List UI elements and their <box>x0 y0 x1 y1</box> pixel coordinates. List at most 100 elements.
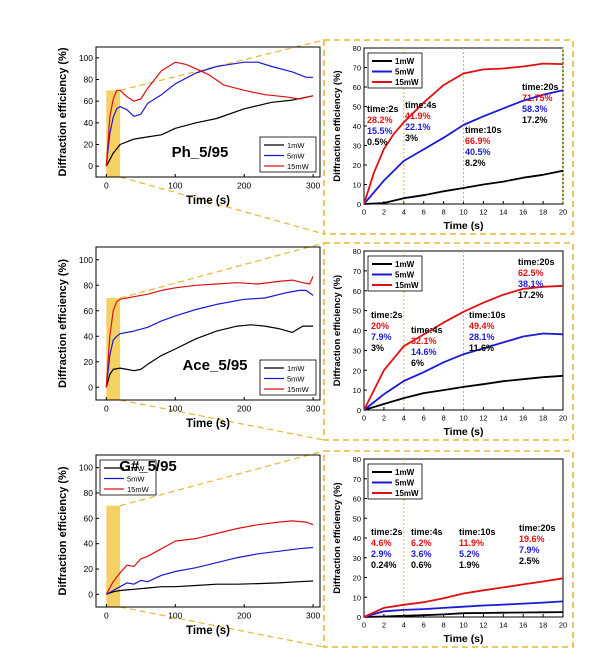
series-line-5mW <box>363 89 564 205</box>
x-tick-label: 0 <box>104 611 109 621</box>
y-tick-label: 100 <box>79 53 93 63</box>
series-line-1mW <box>106 580 314 595</box>
zoom-highlight-2 <box>106 505 121 607</box>
y-tick-label: 40 <box>353 122 361 131</box>
annotation-value: 40.5% <box>465 147 491 157</box>
series-line-15mW <box>363 284 564 411</box>
x-tick-label: 18 <box>539 208 547 217</box>
series-line-1mW <box>363 374 564 411</box>
y-tick-label: 0 <box>88 382 93 392</box>
x-tick-label: 10 <box>459 208 467 217</box>
x-tick-label: 20 <box>559 621 567 630</box>
x-tick-label: 12 <box>479 414 487 423</box>
x-tick-label: 14 <box>499 208 507 217</box>
x-tick-label: 200 <box>237 404 251 414</box>
zoom-highlight-0 <box>106 90 121 177</box>
x-tick-label: 0 <box>104 181 109 191</box>
legend-label: 5mW <box>395 68 415 77</box>
legend-label: 1mW <box>395 260 415 269</box>
y-tick-label: 50 <box>353 103 361 112</box>
zoom-frame-0 <box>323 39 574 235</box>
y-tick-label: 40 <box>353 534 361 543</box>
y-tick-label: 10 <box>353 593 361 602</box>
y-tick-label: 70 <box>353 64 361 73</box>
plot-frame <box>95 46 321 178</box>
annotation-value: 0.5% <box>367 137 388 147</box>
x-tick-label: 6 <box>422 414 426 423</box>
x-axis-title: Time (s) <box>443 220 483 232</box>
annotation-title: time:10s <box>459 527 496 537</box>
y-tick-label: 30 <box>353 346 361 355</box>
series-line-15mW <box>105 61 314 167</box>
x-tick-label: 300 <box>306 181 320 191</box>
legend-label: 5mW <box>395 479 415 488</box>
x-tick-label: 12 <box>479 208 487 217</box>
x-tick-label: 10 <box>459 414 467 423</box>
annotation-value: 17.2% <box>522 115 548 125</box>
annotation-value: 11.6% <box>469 343 494 353</box>
legend-label: 15mW <box>395 489 419 498</box>
y-tick-label: 20 <box>84 140 94 150</box>
chart-ace: 0 100 200 300 0 20 40 60 80 100 Time (s) Diffractio… <box>57 246 321 430</box>
y-tick-label: 60 <box>353 495 361 504</box>
legend-label: 1mW <box>395 57 415 66</box>
x-axis-title: Time (s) <box>186 195 230 207</box>
y-tick-label: 20 <box>353 574 361 583</box>
chart-ph: 0 100 200 300 0 20 40 60 80 100 Time (s) Diffractio… <box>57 46 321 207</box>
y-tick-label: 50 <box>353 514 361 523</box>
x-tick-label: 100 <box>168 181 182 191</box>
y-tick-label: 30 <box>353 142 361 151</box>
y-tick-label: 0 <box>357 200 361 209</box>
y-tick-label: 80 <box>353 44 361 53</box>
y-tick-label: 40 <box>84 539 94 549</box>
annotation-value: 8.2% <box>465 158 486 168</box>
y-axis-title: Diffraction efficiency (%) <box>332 482 343 593</box>
y-tick-label: 10 <box>353 181 361 190</box>
x-tick-label: 100 <box>168 611 182 621</box>
annotation-title: time:2s <box>371 310 403 320</box>
sample-label: Ph_5/95 <box>172 144 229 161</box>
x-tick-label: 20 <box>559 414 567 423</box>
annotation-title: time:10s <box>465 125 502 135</box>
y-tick-label: 0 <box>88 161 93 171</box>
annotation-value: 19.6% <box>519 534 545 544</box>
annotation-value: 14.6% <box>411 347 437 357</box>
y-tick-label: 80 <box>84 488 94 498</box>
x-tick-label: 14 <box>499 414 507 423</box>
legend-label: 15mW <box>395 78 419 87</box>
legend-box <box>259 359 317 396</box>
y-tick-label: 100 <box>79 255 93 265</box>
series-line-5mW <box>363 332 564 411</box>
annotation-value: 0.6% <box>411 560 432 570</box>
legend-label: 15mW <box>287 162 310 171</box>
y-tick-label: 0 <box>88 589 93 599</box>
x-tick-label: 18 <box>539 621 547 630</box>
chart-ph_zoom: 0 2 4 6 8 10 12 14 16 18 20 0 10 20 30 40 50 60 70 80 Time (… <box>332 44 567 232</box>
y-tick-label: 0 <box>357 406 361 415</box>
annotation-value: 22.1% <box>405 122 431 132</box>
x-tick-label: 20 <box>559 208 567 217</box>
annotation-value: 11.9% <box>459 538 484 548</box>
y-axis-title: Diffraction efficiency (%) <box>332 275 343 386</box>
annotation-title: time:2s <box>367 104 399 114</box>
annotation-value: 71.75% <box>522 93 553 103</box>
y-tick-label: 20 <box>84 564 94 574</box>
series-line-15mW <box>105 276 314 388</box>
y-tick-label: 80 <box>353 247 361 256</box>
annotation-value: 3.6% <box>411 549 432 559</box>
y-tick-label: 100 <box>79 463 93 473</box>
annotation-value: 32.1% <box>411 336 437 346</box>
x-tick-label: 16 <box>519 208 527 217</box>
annotation-value: 20% <box>371 321 389 331</box>
annotation-title: time:4s <box>411 527 443 537</box>
series-line-15mW <box>105 520 314 595</box>
x-tick-label: 300 <box>306 611 320 621</box>
y-tick-label: 10 <box>353 386 361 395</box>
y-tick-label: 20 <box>353 366 361 375</box>
x-tick-label: 8 <box>442 621 446 630</box>
series-line-1mW <box>363 169 564 205</box>
y-tick-label: 80 <box>84 280 94 290</box>
